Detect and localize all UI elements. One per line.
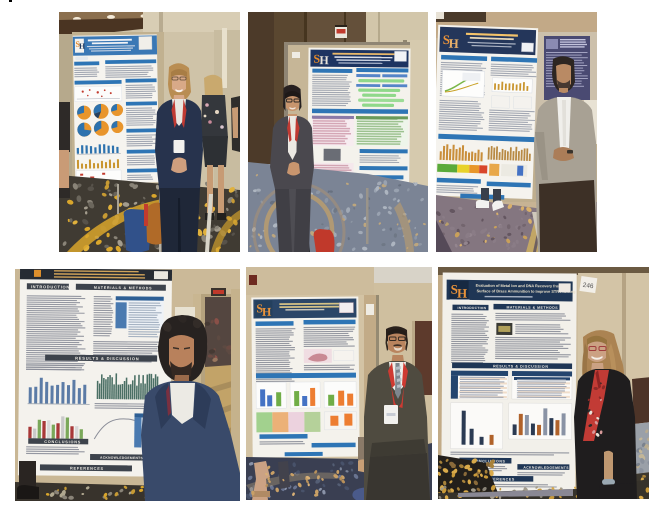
svg-text:MATERIALS & METHODS: MATERIALS & METHODS [94, 286, 153, 291]
svg-text:RESULTS & DISCUSSION: RESULTS & DISCUSSION [493, 364, 548, 368]
svg-text:H: H [457, 286, 467, 301]
svg-text:246: 246 [582, 282, 594, 290]
svg-text:Evaluation of Metal Ion and DN: Evaluation of Metal Ion and DNA Recovery… [476, 284, 569, 289]
svg-text:ACKNOWLEDGEMENTS: ACKNOWLEDGEMENTS [100, 456, 143, 460]
svg-text:H: H [262, 305, 272, 319]
svg-text:MATERIALS & METHODS: MATERIALS & METHODS [506, 305, 558, 309]
svg-text:CONCLUSIONS: CONCLUSIONS [472, 459, 505, 463]
svg-text:INTRODUCTION: INTRODUCTION [31, 284, 70, 289]
svg-text:H: H [319, 53, 329, 67]
svg-text:CONCLUSIONS: CONCLUSIONS [44, 440, 81, 444]
svg-text:S: S [313, 52, 320, 66]
svg-text:ACKNOWLEDGEMENTS: ACKNOWLEDGEMENTS [523, 466, 569, 470]
svg-text:S: S [256, 301, 263, 315]
svg-text:S: S [75, 40, 80, 49]
svg-text:S: S [442, 32, 450, 47]
svg-text:H: H [448, 36, 459, 51]
svg-text:RESULTS & DISCUSSION: RESULTS & DISCUSSION [75, 356, 139, 362]
svg-text:REFERENCES: REFERENCES [70, 467, 104, 471]
svg-text:REFERENCES: REFERENCES [484, 477, 515, 481]
svg-text:INTRODUCTION: INTRODUCTION [457, 306, 486, 310]
svg-text:Surface of Brass Ammunition to: Surface of Brass Ammunition to Improve S… [477, 289, 577, 294]
svg-text:S: S [451, 282, 458, 297]
svg-text:H: H [79, 42, 86, 51]
